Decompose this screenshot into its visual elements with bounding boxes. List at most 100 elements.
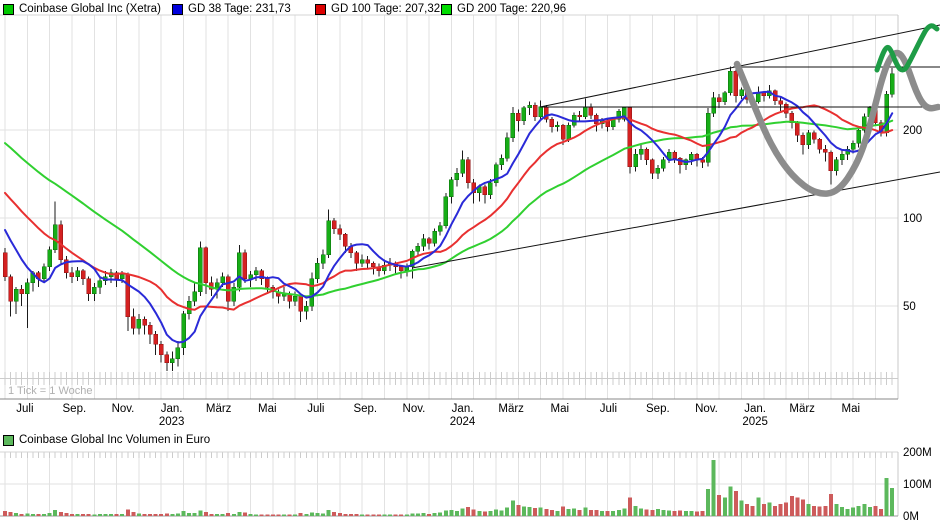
volume-bar bbox=[354, 513, 359, 516]
candle-body bbox=[449, 179, 454, 198]
volume-bar bbox=[812, 505, 817, 516]
volume-bar bbox=[644, 509, 649, 516]
volume-bar bbox=[432, 513, 437, 516]
volume-bar bbox=[58, 511, 63, 516]
candle-body bbox=[538, 106, 543, 118]
candle-body bbox=[622, 107, 627, 120]
candle-body bbox=[225, 276, 231, 302]
green-breakout-annotation bbox=[874, 23, 940, 73]
volume-bar bbox=[220, 514, 225, 516]
candle-body bbox=[97, 280, 103, 288]
candle-body bbox=[92, 286, 97, 295]
candle-body bbox=[516, 113, 521, 122]
volume-bar bbox=[259, 514, 264, 516]
volume-bar bbox=[667, 510, 672, 516]
volume-bar bbox=[717, 495, 722, 516]
candle-body bbox=[661, 159, 666, 169]
volume-bar bbox=[103, 514, 108, 516]
candle-body bbox=[527, 105, 532, 109]
volume-bar bbox=[142, 513, 147, 516]
candle-body bbox=[823, 148, 828, 153]
volume-bar bbox=[203, 511, 208, 516]
volume-bar bbox=[315, 513, 320, 516]
candle-body bbox=[493, 164, 499, 184]
volume-bar bbox=[125, 509, 130, 516]
x-axis-label: Sep. bbox=[63, 403, 87, 415]
volume-bar bbox=[661, 510, 666, 516]
candle-body bbox=[689, 154, 694, 161]
volume-bar bbox=[689, 511, 694, 516]
candle-body bbox=[25, 282, 30, 295]
candle-body bbox=[800, 134, 806, 146]
tick-interval-note: 1 Tick = 1 Woche bbox=[8, 385, 93, 397]
legend-gd38-label: GD 38 Tage: 231,73 bbox=[188, 3, 291, 15]
volume-bar bbox=[153, 514, 158, 516]
volume-axis-label: 100M bbox=[903, 479, 932, 491]
volume-bar bbox=[856, 505, 861, 516]
volume-bar bbox=[845, 508, 850, 516]
candle-body bbox=[192, 291, 197, 302]
candle-body bbox=[549, 118, 555, 128]
volume-bar bbox=[767, 502, 772, 516]
candle-body bbox=[633, 154, 638, 167]
volume-bar bbox=[30, 513, 35, 516]
volume-bar bbox=[494, 509, 499, 516]
volume-bar bbox=[131, 512, 136, 516]
volume-bar bbox=[572, 508, 577, 516]
candle-body bbox=[2, 252, 8, 277]
candle-body bbox=[203, 247, 209, 284]
gd100-swatch-icon bbox=[315, 3, 326, 15]
volume-bar bbox=[538, 507, 543, 516]
candle-body bbox=[337, 228, 343, 235]
volume-bar bbox=[454, 510, 459, 516]
volume-bar bbox=[499, 510, 504, 516]
volume-bar bbox=[655, 508, 660, 516]
candle-body bbox=[136, 319, 142, 329]
volume-swatch-icon bbox=[3, 434, 14, 446]
volume-bar bbox=[371, 514, 376, 516]
candle-body bbox=[616, 110, 622, 120]
candle-body bbox=[532, 105, 538, 118]
candle-body bbox=[142, 319, 147, 326]
candle-body bbox=[555, 124, 560, 128]
candle-body bbox=[437, 225, 443, 232]
volume-bar bbox=[795, 497, 800, 516]
candle-body bbox=[315, 263, 320, 279]
volume-bar bbox=[600, 511, 605, 516]
volume-bar bbox=[828, 494, 833, 516]
price-axis-label: 100 bbox=[903, 213, 922, 225]
volume-bar bbox=[806, 503, 811, 516]
volume-bar bbox=[326, 509, 331, 516]
candle-body bbox=[806, 132, 811, 146]
volume-bar bbox=[298, 513, 303, 516]
candle-body bbox=[650, 159, 655, 174]
volume-bar bbox=[873, 505, 878, 516]
candle-body bbox=[588, 106, 594, 116]
candle-body bbox=[371, 263, 376, 268]
candle-body bbox=[265, 278, 270, 288]
volume-bar bbox=[69, 513, 74, 516]
candle-body bbox=[13, 289, 19, 302]
volume-bar bbox=[36, 514, 41, 516]
volume-axis-label: 200M bbox=[903, 447, 932, 459]
volume-bar bbox=[482, 511, 487, 516]
volume-bar bbox=[477, 510, 482, 516]
x-axis-label: Sep. bbox=[353, 403, 377, 415]
x-axis-year-label: 2025 bbox=[742, 416, 768, 428]
candle-body bbox=[298, 295, 303, 312]
volume-bar bbox=[120, 514, 125, 516]
x-axis-label: Nov. bbox=[112, 403, 135, 415]
candle-body bbox=[577, 114, 582, 118]
candle-body bbox=[521, 107, 527, 122]
candle-body bbox=[80, 270, 86, 279]
volume-bar bbox=[890, 487, 895, 516]
candle-body bbox=[499, 158, 504, 166]
volume-bar bbox=[521, 506, 526, 516]
volume-bar bbox=[750, 505, 755, 516]
volume-axis-label: 0M bbox=[903, 511, 919, 523]
candle-body bbox=[181, 313, 186, 348]
volume-bar bbox=[332, 512, 337, 516]
candle-body bbox=[510, 113, 516, 139]
candle-body bbox=[398, 266, 404, 272]
